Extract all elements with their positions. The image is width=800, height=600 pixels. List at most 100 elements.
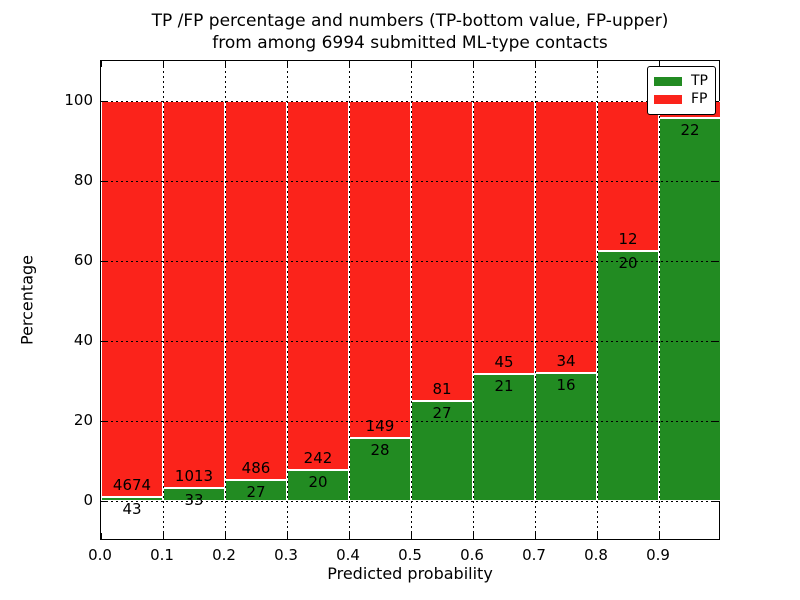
legend-item-fp: FP bbox=[654, 91, 708, 108]
y-tick-label: 40 bbox=[73, 331, 93, 349]
x-tick-label: 0.4 bbox=[336, 546, 360, 564]
x-tick-mark-top bbox=[287, 61, 288, 67]
y-tick-mark bbox=[101, 421, 107, 422]
y-tick-mark bbox=[101, 341, 107, 342]
tp-legend-label: TP bbox=[691, 73, 708, 89]
x-tick-mark bbox=[101, 533, 102, 539]
tp-count-label: 16 bbox=[556, 376, 576, 394]
x-tick-mark-top bbox=[473, 61, 474, 67]
fp-legend-label: FP bbox=[691, 91, 708, 107]
gridline-vertical bbox=[349, 61, 350, 539]
bar-segment-fp bbox=[349, 101, 411, 438]
x-tick-mark bbox=[349, 533, 350, 539]
gridline-vertical bbox=[287, 61, 288, 539]
bar-segment-fp bbox=[225, 101, 287, 480]
x-tick-label: 0.7 bbox=[522, 546, 546, 564]
bar-segment-tp bbox=[349, 437, 411, 501]
x-tick-label: 0.8 bbox=[584, 546, 608, 564]
x-tick-mark bbox=[411, 533, 412, 539]
chart-title-line2: from among 6994 submitted ML-type contac… bbox=[212, 33, 608, 53]
y-tick-mark-right bbox=[713, 341, 719, 342]
fp-count-label: 12 bbox=[618, 230, 638, 248]
tp-count-label: 27 bbox=[432, 404, 452, 422]
x-tick-mark bbox=[535, 533, 536, 539]
y-tick-mark bbox=[101, 101, 107, 102]
fp-count-label: 242 bbox=[303, 449, 333, 468]
y-tick-mark-right bbox=[713, 501, 719, 502]
x-tick-label: 0.5 bbox=[398, 546, 422, 564]
tp-count-label: 21 bbox=[494, 376, 514, 395]
plot-area: TP FP 4674 43 1013 33 486 27 242 20 149 28 81 27 45 2… bbox=[100, 60, 721, 540]
y-tick-label: 60 bbox=[73, 251, 93, 269]
x-tick-label: 0.6 bbox=[460, 546, 484, 564]
y-tick-label: 0 bbox=[83, 491, 93, 509]
gridline-vertical bbox=[473, 61, 474, 539]
x-tick-mark-top bbox=[597, 61, 598, 67]
y-tick-label: 80 bbox=[73, 171, 93, 189]
tp-count-label: 28 bbox=[370, 440, 390, 459]
gridline-horizontal bbox=[101, 501, 719, 502]
tp-count-label: 27 bbox=[246, 482, 266, 501]
x-tick-mark-top bbox=[101, 61, 102, 67]
y-tick-label: 20 bbox=[73, 411, 93, 429]
x-tick-label: 0.1 bbox=[150, 546, 174, 564]
chart-title: TP /FP percentage and numbers (TP-bottom… bbox=[90, 10, 730, 54]
tp-count-label: 20 bbox=[308, 473, 328, 492]
x-tick-mark bbox=[473, 533, 474, 539]
x-tick-mark bbox=[597, 533, 598, 539]
y-tick-mark-right bbox=[713, 181, 719, 182]
x-tick-mark bbox=[659, 533, 660, 539]
bar-segment-tp bbox=[101, 497, 163, 501]
fp-count-label: 4674 bbox=[112, 476, 152, 495]
gridline-vertical bbox=[163, 61, 164, 539]
gridline-horizontal bbox=[101, 341, 719, 342]
x-tick-mark-top bbox=[349, 61, 350, 67]
x-tick-label: 0.2 bbox=[212, 546, 236, 564]
bar-segment-fp bbox=[597, 101, 659, 251]
x-tick-mark-top bbox=[225, 61, 226, 67]
fp-count-label: 34 bbox=[556, 352, 576, 370]
bar-segment-tp bbox=[659, 118, 721, 501]
fp-count-label: 149 bbox=[365, 416, 395, 435]
bar-segment-tp bbox=[597, 251, 659, 501]
gridline-vertical bbox=[597, 61, 598, 539]
legend-item-tp: TP bbox=[654, 73, 708, 90]
x-tick-mark-top bbox=[163, 61, 164, 67]
y-axis-label: Percentage bbox=[17, 254, 37, 346]
gridline-horizontal bbox=[101, 421, 719, 422]
gridline-vertical bbox=[411, 61, 412, 539]
y-tick-mark bbox=[101, 501, 107, 502]
gridline-vertical bbox=[225, 61, 226, 539]
x-tick-label: 0.3 bbox=[274, 546, 298, 564]
fp-count-label: 45 bbox=[494, 352, 514, 371]
bar-segment-tp bbox=[535, 373, 597, 501]
y-tick-mark bbox=[101, 181, 107, 182]
fp-legend-swatch bbox=[654, 95, 682, 104]
tp-legend-swatch bbox=[654, 77, 682, 86]
gridline-horizontal bbox=[101, 261, 719, 262]
y-tick-mark bbox=[101, 261, 107, 262]
x-tick-mark-top bbox=[659, 61, 660, 67]
tp-count-label: 22 bbox=[680, 121, 700, 140]
fp-count-label: 1013 bbox=[174, 467, 214, 486]
y-tick-mark-right bbox=[713, 421, 719, 422]
x-tick-mark-top bbox=[535, 61, 536, 67]
x-tick-label: 0.9 bbox=[646, 546, 670, 564]
legend: TP FP bbox=[647, 66, 716, 115]
bar-segment-fp bbox=[535, 101, 597, 373]
x-tick-label: 0.0 bbox=[88, 546, 112, 564]
bar-segment-fp bbox=[101, 101, 163, 498]
bar-segment-fp bbox=[411, 101, 473, 401]
y-tick-mark-right bbox=[713, 261, 719, 262]
tp-count-label: 43 bbox=[122, 500, 142, 519]
x-axis-label: Predicted probability bbox=[327, 564, 493, 583]
chart-title-line1: TP /FP percentage and numbers (TP-bottom… bbox=[151, 11, 669, 31]
gridline-vertical bbox=[659, 61, 660, 539]
gridline-vertical bbox=[535, 61, 536, 539]
fp-count-label: 81 bbox=[432, 380, 452, 398]
x-tick-mark bbox=[225, 533, 226, 539]
bar-segment-fp bbox=[163, 101, 225, 489]
bar-segment-tp bbox=[473, 373, 535, 501]
bar-segment-fp bbox=[473, 101, 535, 374]
